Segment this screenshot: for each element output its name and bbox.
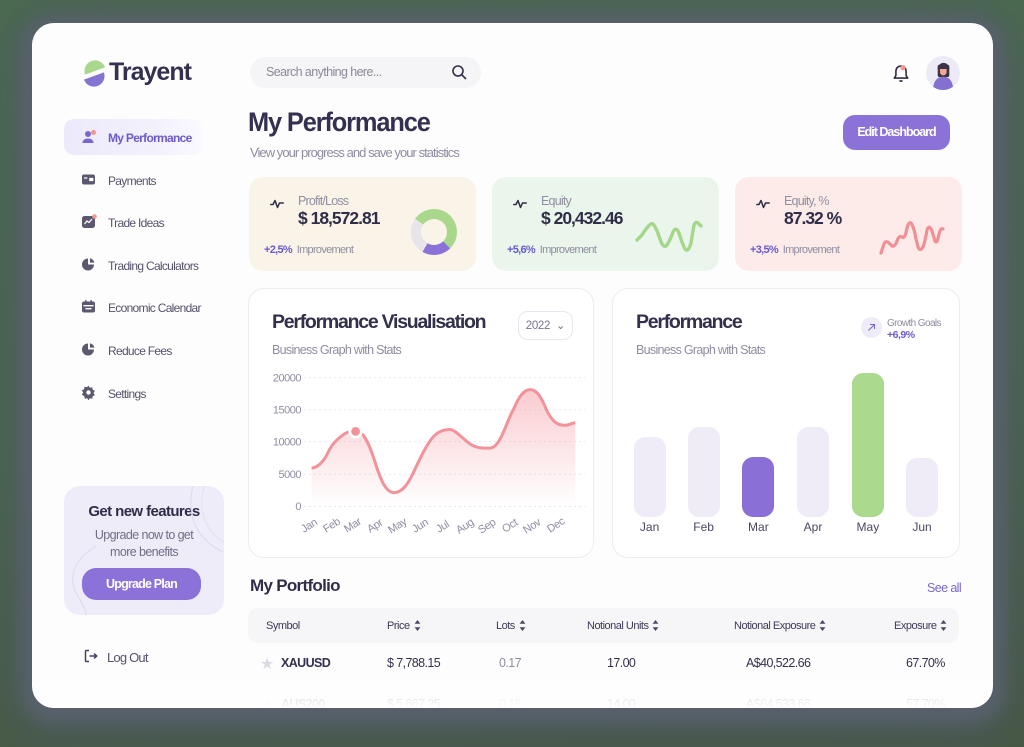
svg-text:Jun: Jun — [410, 516, 431, 535]
svg-text:15000: 15000 — [273, 405, 301, 417]
svg-text:Feb: Feb — [321, 516, 343, 536]
svg-text:Aug: Aug — [454, 516, 476, 536]
svg-text:Dec: Dec — [545, 515, 568, 536]
svg-text:May: May — [386, 515, 410, 536]
svg-text:Jul: Jul — [434, 518, 451, 535]
svg-text:Mar: Mar — [342, 515, 364, 535]
svg-text:Apr: Apr — [365, 516, 386, 535]
svg-text:10000: 10000 — [273, 437, 301, 449]
svg-text:0: 0 — [295, 501, 301, 513]
svg-text:Nov: Nov — [521, 516, 544, 537]
svg-text:20000: 20000 — [273, 373, 301, 385]
svg-text:5000: 5000 — [279, 469, 302, 481]
svg-text:Oct: Oct — [500, 517, 520, 536]
svg-text:Sep: Sep — [476, 516, 498, 536]
svg-text:Jan: Jan — [299, 516, 320, 535]
